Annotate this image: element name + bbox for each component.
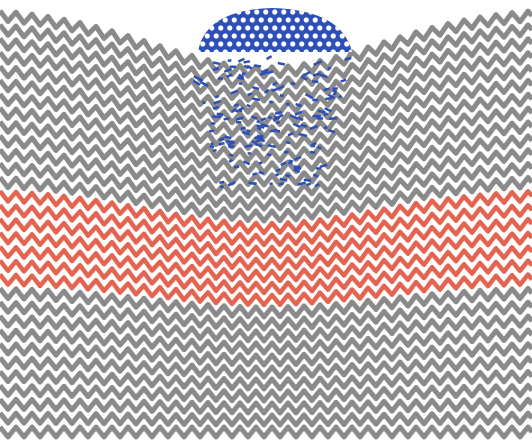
- indenter-hole: [277, 33, 282, 38]
- indenter-hole: [317, 25, 322, 30]
- indenter-hole: [241, 33, 246, 38]
- indenter-hole: [313, 33, 318, 38]
- indenter-hole: [326, 41, 331, 46]
- indenter-hole: [200, 41, 205, 46]
- indenter-hole: [317, 41, 322, 46]
- displaced-atom: [210, 145, 214, 148]
- indenter-hole: [245, 41, 250, 46]
- indenter-hole: [214, 33, 219, 38]
- indenter-hole: [218, 25, 223, 30]
- indenter-hole: [263, 25, 268, 30]
- indenter-hole: [245, 25, 250, 30]
- indenter-hole: [263, 9, 268, 14]
- indenter-hole: [286, 33, 291, 38]
- indenter-hole: [268, 33, 273, 38]
- indenter-hole: [344, 41, 349, 46]
- displaced-atom: [333, 92, 336, 95]
- indenter-hole: [209, 41, 214, 46]
- displaced-atom: [312, 99, 318, 102]
- indenter-hole: [227, 25, 232, 30]
- indenter-hole: [299, 25, 304, 30]
- displaced-atom: [218, 77, 223, 80]
- displaced-atom: [226, 140, 235, 143]
- indenter-hole: [286, 17, 291, 22]
- indenter-hole: [259, 33, 264, 38]
- indenter-hole: [281, 41, 286, 46]
- indenter-hole: [331, 33, 336, 38]
- displaced-atom: [333, 87, 338, 90]
- displaced-atom: [269, 182, 272, 185]
- indenter-hole: [223, 33, 228, 38]
- displaced-atom: [234, 165, 239, 168]
- indenter-hole: [227, 41, 232, 46]
- indenter-hole: [250, 33, 255, 38]
- indenter-hole: [326, 25, 331, 30]
- indenter-hole: [205, 33, 210, 38]
- indenter-hole: [281, 25, 286, 30]
- indenter-hole: [313, 17, 318, 22]
- page: (() => { const data = JSON.parse(documen…: [0, 0, 532, 448]
- indenter-hole: [272, 41, 277, 46]
- displaced-atom: [236, 121, 241, 124]
- lattice-image: [0, 0, 532, 448]
- displaced-atom: [212, 115, 221, 118]
- indenter-hole: [236, 41, 241, 46]
- displaced-atom: [215, 67, 219, 70]
- indenter-hole: [232, 17, 237, 22]
- displaced-atom: [239, 82, 242, 85]
- indenter-hole: [295, 17, 300, 22]
- indenter-hole: [250, 17, 255, 22]
- indenter-hole: [272, 9, 277, 14]
- indenter-hole: [218, 41, 223, 46]
- indenter-hole: [304, 17, 309, 22]
- indenter-hole: [322, 33, 327, 38]
- indenter-hole: [290, 9, 295, 14]
- displaced-atom: [211, 122, 216, 125]
- indenter-hole: [259, 17, 264, 22]
- indenter-hole: [272, 25, 277, 30]
- indenter-hole: [254, 25, 259, 30]
- indenter-hole: [295, 33, 300, 38]
- displaced-atom: [248, 152, 251, 155]
- displaced-atom: [220, 185, 224, 188]
- indenter-hole: [304, 33, 309, 38]
- indenter-hole: [232, 33, 237, 38]
- indenter-hole: [223, 17, 228, 22]
- indenter-hole: [263, 41, 268, 46]
- indenter-hole: [335, 41, 340, 46]
- indenter-hole: [241, 17, 246, 22]
- indenter-hole: [281, 9, 286, 14]
- indenter-hole: [268, 17, 273, 22]
- indenter-hole: [254, 41, 259, 46]
- indenter-hole: [290, 25, 295, 30]
- displaced-atom: [230, 65, 236, 68]
- indenter-hole: [236, 25, 241, 30]
- displaced-atom: [286, 103, 290, 106]
- indenter-hole: [308, 41, 313, 46]
- indenter-hole: [254, 9, 259, 14]
- displaced-atom: [316, 167, 321, 170]
- displaced-atom: [269, 101, 273, 104]
- indenter-hole: [290, 41, 295, 46]
- displaced-atom: [242, 72, 246, 75]
- indenter-hole: [299, 41, 304, 46]
- indenter-hole: [308, 25, 313, 30]
- indenter-hole: [277, 17, 282, 22]
